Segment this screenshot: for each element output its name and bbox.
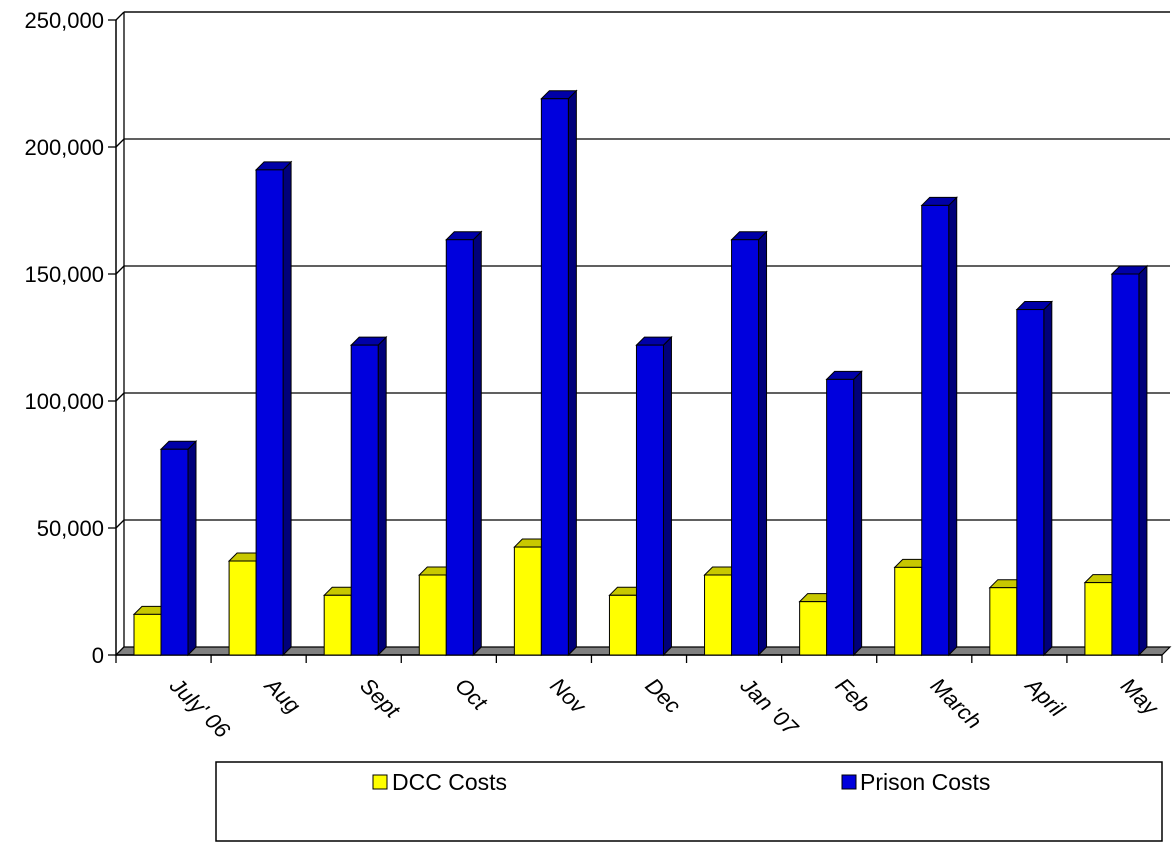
bar-dcc [893, 558, 931, 657]
gridline-side [115, 392, 125, 402]
bar-side [1043, 300, 1053, 657]
legend: DCC Costs Prison Costs [215, 761, 1163, 842]
bar-front [445, 239, 474, 656]
bar-prison [254, 160, 293, 657]
bar-front [635, 344, 664, 656]
bar-front [1111, 273, 1140, 656]
gridline-side [115, 138, 125, 148]
bar-side [853, 370, 863, 657]
x-tick-label: Aug [259, 671, 306, 718]
x-tick-label: July' 06 [164, 672, 235, 743]
bar-front [799, 601, 828, 656]
bar-front [513, 546, 542, 656]
bar-front [160, 448, 189, 656]
bar-side [567, 89, 577, 657]
gridline-side [115, 519, 125, 529]
y-tick-label: 0 [92, 643, 104, 668]
bar-front [1084, 582, 1113, 656]
bar-prison [730, 230, 768, 657]
bar-side [187, 440, 197, 657]
x-tick-label: Sept [355, 673, 405, 723]
bar-front [826, 378, 855, 656]
x-tick-label: Oct [450, 673, 493, 716]
bar-prison [635, 335, 673, 657]
bar-front [1016, 309, 1045, 656]
gridline-side [115, 265, 125, 275]
x-tick-label: Feb [831, 673, 875, 717]
bar-front [921, 204, 950, 656]
y-tick-label: 250,000 [24, 8, 104, 33]
x-tick-label: Nov [545, 673, 592, 720]
legend-box [215, 761, 1163, 842]
bar-prison [1015, 300, 1054, 657]
x-tick-label: May [1116, 673, 1164, 721]
bar-prison [1110, 264, 1149, 657]
bar-side [282, 160, 292, 657]
bar-side [662, 335, 672, 657]
bar-side [377, 335, 387, 657]
legend-label-dcc: DCC Costs [392, 769, 507, 795]
x-tick-label: April [1019, 671, 1070, 722]
x-tick-label: March [926, 673, 987, 734]
legend-swatch-dcc [372, 774, 388, 790]
bar-side [1138, 264, 1148, 657]
legend-label-prison: Prison Costs [860, 769, 990, 795]
y-tick-labels: 0 50,000 100,000 150,000 200,000 250,000 [24, 8, 104, 668]
bar-prison [825, 370, 863, 657]
bar-front [989, 587, 1018, 656]
x-tick-label: Jan '07 [735, 672, 804, 741]
bar-front [228, 560, 257, 656]
bar-prison [159, 440, 198, 657]
x-tick-label: Dec [640, 673, 685, 718]
y-tick-label: 200,000 [24, 135, 104, 160]
bar-front [350, 344, 379, 656]
bar-front [731, 239, 760, 656]
y-tick-label: 100,000 [24, 389, 104, 414]
bars [132, 89, 1149, 657]
bar-prison [445, 230, 483, 657]
bar-front [418, 574, 447, 656]
x-tick-labels: July' 06 Aug Sept Oct Nov Dec Jan '07 Feb March A… [164, 671, 1164, 743]
bar-front [608, 594, 637, 656]
bar-side [948, 196, 958, 657]
bar-prison [920, 196, 958, 657]
bar-front [704, 574, 733, 656]
bar-side [472, 230, 482, 657]
bar-front [894, 566, 923, 656]
bar-front [540, 98, 569, 656]
bar-front [323, 594, 352, 656]
gridline-side [115, 11, 125, 21]
y-tick-label: 50,000 [37, 516, 104, 541]
bar-front [133, 613, 162, 656]
bar-prison [540, 89, 578, 657]
bar-side [758, 230, 768, 657]
legend-swatch-prison [841, 774, 857, 790]
y-tick-label: 150,000 [24, 262, 104, 287]
bar-prison [349, 335, 388, 657]
bar-front [255, 169, 284, 656]
